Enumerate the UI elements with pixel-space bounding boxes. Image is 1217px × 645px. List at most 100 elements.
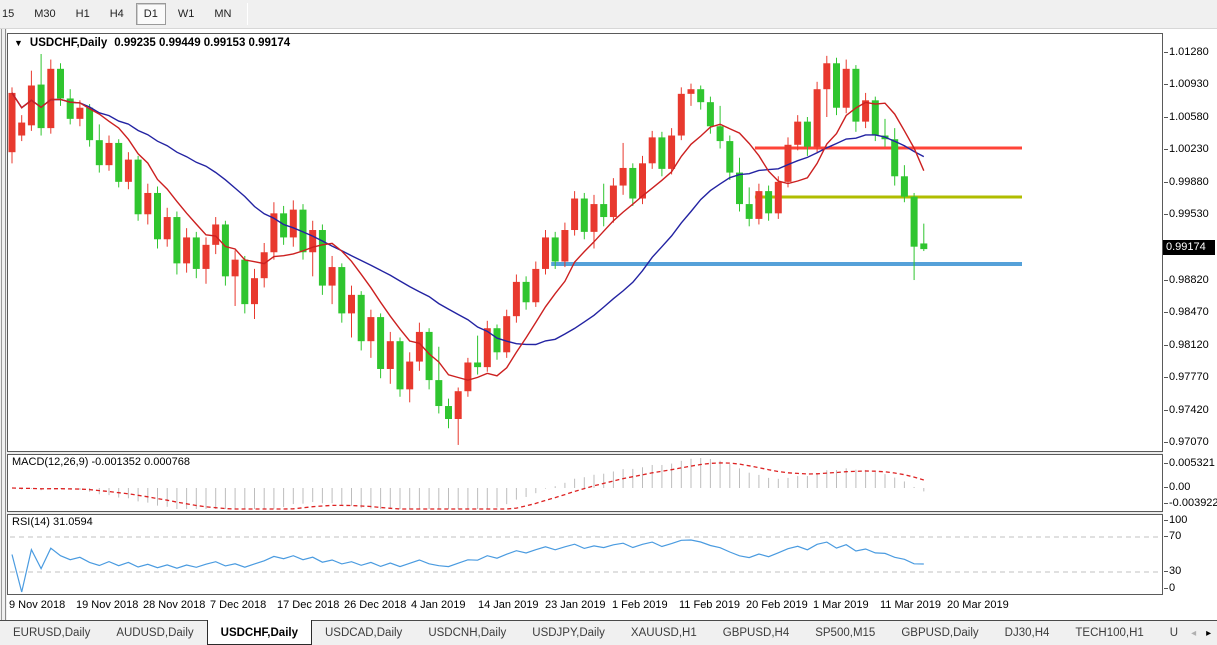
- timeframe-button-m30[interactable]: M30: [26, 3, 63, 25]
- candle-body: [639, 163, 646, 199]
- timeframe-button-d1[interactable]: D1: [135, 3, 166, 25]
- chart-tab-eurusd-daily[interactable]: EURUSD,Daily: [13, 627, 91, 639]
- candle-body: [37, 84, 45, 129]
- tab-scroll-right-icon[interactable]: ▸: [1206, 627, 1212, 639]
- chart-tab-gbpusd-h4[interactable]: GBPUSD,H4: [722, 627, 790, 639]
- candle-body: [745, 204, 753, 219]
- candle-body: [493, 328, 501, 353]
- candle-body: [192, 237, 200, 269]
- candle-body: [542, 237, 549, 269]
- chart-tab-u[interactable]: U: [1169, 627, 1179, 639]
- candle-body: [124, 159, 132, 182]
- timeframe-button-h1[interactable]: H1: [68, 3, 98, 25]
- rsi-axis-label: 0: [1164, 582, 1175, 594]
- rsi-line: [11, 539, 924, 593]
- date-axis-label: 14 Jan 2019: [478, 599, 539, 611]
- rsi-axis-label: 70: [1164, 530, 1181, 542]
- candle-body: [386, 341, 394, 369]
- candle-body: [231, 259, 239, 277]
- timeframe-button-h4[interactable]: H4: [102, 3, 132, 25]
- candle-body: [415, 331, 423, 362]
- price-axis-label: 0.97070: [1164, 436, 1209, 448]
- panel-splitter[interactable]: [7, 512, 1163, 514]
- candle-body: [299, 209, 307, 253]
- date-axis-label: 11 Feb 2019: [679, 599, 740, 611]
- price-axis-label: 1.00580: [1164, 111, 1209, 123]
- candle-body: [338, 267, 346, 314]
- candle-body: [920, 243, 928, 250]
- candle-body: [221, 224, 229, 277]
- price-axis-label: 0.98120: [1164, 339, 1209, 351]
- chart-tab-usdcnh-daily[interactable]: USDCNH,Daily: [428, 627, 507, 639]
- macd-axis-label: 0.005321: [1164, 457, 1215, 469]
- chart-tab-audusd-daily[interactable]: AUDUSD,Daily: [116, 627, 194, 639]
- candle-body: [871, 100, 879, 136]
- timeframe-button-w1[interactable]: W1: [170, 3, 203, 25]
- candle-body: [280, 213, 288, 238]
- candle-body: [561, 230, 569, 262]
- date-axis-label: 11 Mar 2019: [880, 599, 941, 611]
- candle-body: [522, 281, 530, 303]
- chart-tab-sp500-m15[interactable]: SP500,M15: [815, 627, 876, 639]
- candle-body: [609, 185, 617, 218]
- candle-body: [396, 341, 404, 390]
- chart-tab-usdjpy-daily[interactable]: USDJPY,Daily: [532, 627, 605, 639]
- main-chart-panel[interactable]: [7, 33, 1163, 452]
- candle-body: [774, 181, 782, 214]
- candle-body: [318, 230, 326, 286]
- candle-body: [852, 68, 860, 122]
- macd-chart-canvas[interactable]: [8, 455, 1162, 511]
- date-axis-label: 17 Dec 2018: [277, 599, 340, 611]
- price-axis-label: 0.99530: [1164, 208, 1209, 220]
- tab-scroll-left-icon[interactable]: ◂: [1191, 627, 1197, 639]
- candle-body: [328, 267, 336, 286]
- candle-body: [270, 213, 278, 253]
- chart-tab-gbpusd-daily[interactable]: GBPUSD,Daily: [901, 627, 979, 639]
- candle-body: [348, 294, 355, 314]
- symbol-dropdown-icon[interactable]: ▼: [14, 38, 23, 48]
- macd-axis-label: 0.00: [1164, 481, 1190, 493]
- candle-body: [648, 137, 656, 164]
- timeframe-button-mn[interactable]: MN: [206, 3, 239, 25]
- chart-ohlc-values: 0.99235 0.99449 0.99153 0.99174: [114, 37, 291, 49]
- price-axis-label: 1.00930: [1164, 78, 1209, 90]
- chart-tab-xauusd-h1[interactable]: XAUUSD,H1: [630, 627, 697, 639]
- candle-body: [18, 122, 26, 136]
- panel-splitter[interactable]: [7, 452, 1163, 454]
- candle-body: [580, 198, 588, 232]
- candle-body: [144, 192, 152, 215]
- rsi-panel[interactable]: [7, 514, 1163, 595]
- candle-body: [57, 68, 64, 99]
- chart-tab-bar: EURUSD,Daily AUDUSD,Daily USDCHF,Daily USDC…: [0, 620, 1217, 645]
- current-price-tag: 0.99174: [1163, 240, 1215, 255]
- chart-tab-dj30-h4[interactable]: DJ30,H4: [1004, 627, 1050, 639]
- candle-body: [66, 98, 74, 119]
- candle-body: [755, 191, 763, 219]
- macd-values: -0.001352 0.000768: [91, 456, 190, 468]
- candle-body: [658, 137, 666, 169]
- price-scale[interactable]: 1.01280 1.00930 1.00580 1.00230 0.99880 0.995…: [1163, 29, 1217, 620]
- candle-body: [512, 281, 520, 317]
- timeframe-button-m15[interactable]: 15: [0, 3, 22, 25]
- candle-body: [464, 362, 472, 392]
- date-axis-label: 20 Mar 2019: [947, 599, 1009, 611]
- candle-body: [367, 317, 375, 342]
- candle-body: [813, 89, 821, 147]
- price-axis-label: 0.97420: [1164, 404, 1209, 416]
- candle-body: [668, 135, 676, 169]
- date-axis-label: 4 Jan 2019: [411, 599, 466, 611]
- rsi-chart-canvas[interactable]: [8, 515, 1162, 594]
- candle-body: [76, 107, 84, 119]
- date-axis-label: 1 Feb 2019: [612, 599, 668, 611]
- chart-tab-usdchf-daily[interactable]: USDCHF,Daily: [206, 620, 312, 645]
- candle-body: [251, 278, 258, 305]
- date-axis-label: 1 Mar 2019: [813, 599, 869, 611]
- candle-body: [474, 362, 482, 368]
- macd-panel[interactable]: [7, 454, 1163, 512]
- chart-tab-tech100-h1[interactable]: TECH100,H1: [1075, 627, 1144, 639]
- candlestick-chart-canvas[interactable]: [8, 34, 1162, 451]
- date-axis[interactable]: 9 Nov 2018 19 Nov 2018 28 Nov 2018 7 Dec 20…: [7, 596, 1163, 619]
- macd-label: MACD(12,26,9) -0.001352 0.000768: [12, 456, 190, 468]
- chart-tab-usdcad-daily[interactable]: USDCAD,Daily: [324, 627, 403, 639]
- candle-body: [183, 237, 191, 264]
